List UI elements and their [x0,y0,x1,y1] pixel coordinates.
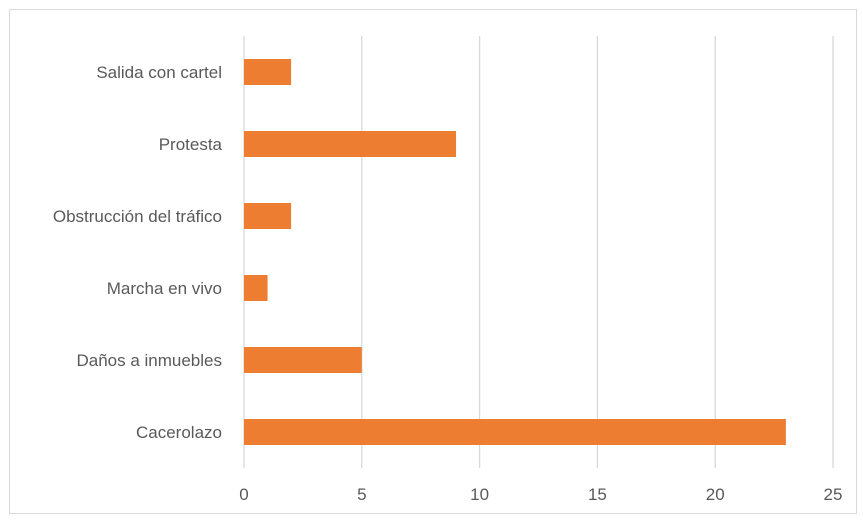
x-tick-label: 25 [824,485,843,504]
bar [244,347,362,373]
x-tick-label: 10 [470,485,489,504]
category-label: Salida con cartel [96,63,222,82]
category-label: Cacerolazo [136,423,222,442]
category-label: Daños a inmuebles [76,351,222,370]
x-axis-ticks: 0 5 10 15 20 25 [239,485,842,504]
y-axis-categories: Cacerolazo Daños a inmuebles Marcha en viv… [53,63,223,442]
bar [244,131,457,157]
category-label: Marcha en vivo [107,279,222,298]
bar [244,59,292,85]
bar [244,275,268,301]
bar [244,203,292,229]
x-tick-label: 15 [588,485,607,504]
x-tick-label: 20 [706,485,725,504]
bars [244,59,786,445]
bar [244,419,786,445]
category-label: Obstrucción del tráfico [53,207,222,226]
category-label: Protesta [159,135,223,154]
gridlines [243,36,834,468]
x-tick-label: 0 [239,485,248,504]
x-tick-label: 5 [357,485,366,504]
